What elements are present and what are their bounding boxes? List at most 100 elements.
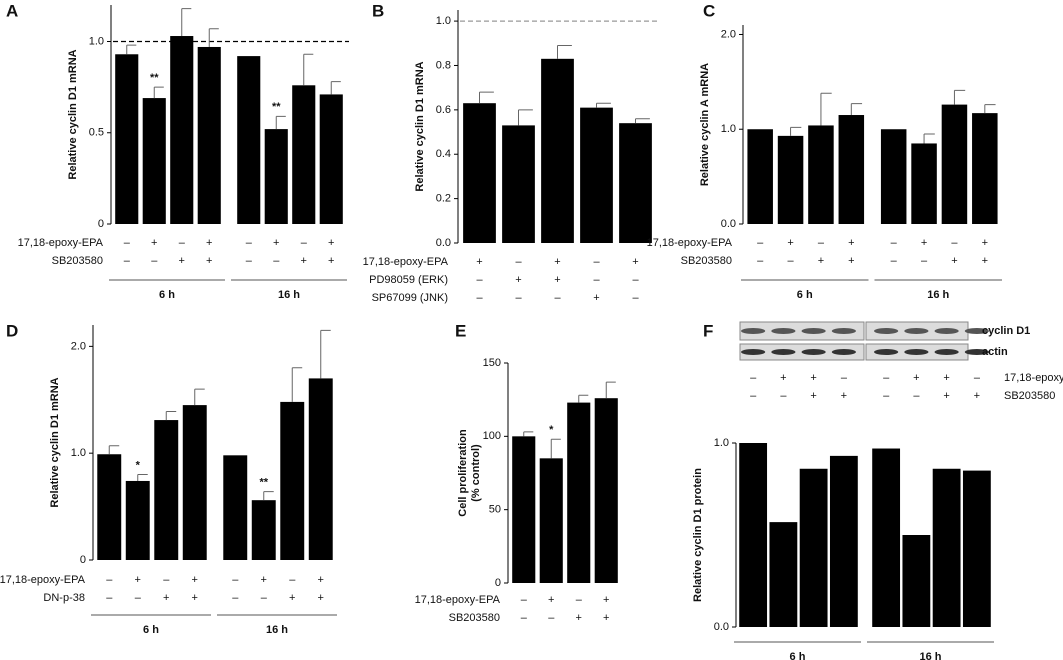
y-tick-label: 0.4 xyxy=(436,148,451,160)
treatment-sign: + xyxy=(943,372,949,384)
blot-band xyxy=(771,349,796,355)
bar xyxy=(182,405,207,560)
treatment-sign: – xyxy=(951,237,958,249)
treatment-sign: – xyxy=(818,237,825,249)
treatment-sign: – xyxy=(891,255,898,267)
bar xyxy=(154,420,179,560)
treatment-sign: – xyxy=(576,594,583,606)
treatment-sign: – xyxy=(106,592,113,604)
bar xyxy=(97,454,122,560)
y-tick-label: 0.0 xyxy=(721,218,736,230)
treatment-sign: – xyxy=(261,592,268,604)
bar xyxy=(838,115,865,224)
bar xyxy=(142,98,166,224)
significance: * xyxy=(136,459,141,471)
y-axis-label: Relative cyclin D1 protein xyxy=(692,468,704,602)
error-bar xyxy=(303,53,314,86)
bar xyxy=(197,46,221,224)
y-tick-label: 1.0 xyxy=(71,447,86,459)
treatment-sign: + xyxy=(848,255,854,267)
bar xyxy=(739,443,768,627)
y-tick-label: 2.0 xyxy=(71,340,86,352)
treatment-sign: – xyxy=(124,237,131,249)
treatment-sign: – xyxy=(273,255,280,267)
treatment-sign: – xyxy=(301,237,308,249)
treatment-sign: – xyxy=(750,372,757,384)
y-axis-label: Relative cyclin D1 mRNA xyxy=(67,49,79,179)
blot-band xyxy=(801,349,826,355)
bar xyxy=(251,500,276,560)
treatment-sign: + xyxy=(328,255,334,267)
treatment-sign: + xyxy=(206,255,212,267)
bar xyxy=(880,129,907,224)
blot-band xyxy=(964,328,989,334)
treatment-sign: + xyxy=(318,592,324,604)
treatment-sign: – xyxy=(780,390,787,402)
treatment-sign: – xyxy=(232,592,239,604)
error-bar xyxy=(263,491,274,501)
group-label: 6 h xyxy=(159,289,175,301)
blot-band xyxy=(904,328,929,334)
treatment-sign: + xyxy=(476,256,482,268)
error-bar xyxy=(984,104,996,114)
treatment-sign: – xyxy=(841,372,848,384)
treatment-sign: – xyxy=(521,594,528,606)
treatment-sign: – xyxy=(521,612,528,624)
y-tick-label: 1.0 xyxy=(89,35,104,47)
error-bar xyxy=(790,126,802,136)
bar xyxy=(799,468,828,627)
y-tick-label: 100 xyxy=(483,430,501,442)
blot-band xyxy=(964,349,989,355)
y-tick-label: 2.0 xyxy=(721,28,736,40)
error-bar xyxy=(850,103,863,116)
treatment-sign: – xyxy=(757,255,764,267)
treatment-sign: + xyxy=(841,390,847,402)
bar xyxy=(319,94,343,224)
treatment-sign: + xyxy=(206,237,212,249)
bar xyxy=(512,436,536,583)
treatment-sign: – xyxy=(106,574,113,586)
error-bar xyxy=(208,28,219,47)
treatment-sign: + xyxy=(301,255,307,267)
treatment-sign: – xyxy=(757,237,764,249)
treatment-sign: – xyxy=(554,292,561,304)
panel-letter: A xyxy=(6,1,18,20)
treatment-name: SP67099 (JNK) xyxy=(372,292,448,304)
treatment-sign: – xyxy=(632,274,639,286)
treatment-sign: – xyxy=(593,274,600,286)
treatment-sign: – xyxy=(246,237,253,249)
bar xyxy=(463,103,496,243)
treatment-sign: + xyxy=(780,372,786,384)
y-tick-label: 50 xyxy=(489,504,501,516)
bar xyxy=(902,535,931,627)
treatment-sign: + xyxy=(943,390,949,402)
blot-band xyxy=(874,328,899,334)
treatment-name: SB203580 xyxy=(449,612,500,624)
treatment-sign: + xyxy=(787,237,793,249)
blot-label: cyclin D1 xyxy=(982,325,1030,337)
treatment-sign: + xyxy=(289,592,295,604)
blot-band xyxy=(801,328,826,334)
blot-band xyxy=(934,328,959,334)
y-tick-label: 0 xyxy=(98,218,104,230)
treatment-sign: + xyxy=(982,255,988,267)
bar xyxy=(872,448,901,627)
bar xyxy=(502,125,535,243)
error-bar xyxy=(126,44,137,55)
treatment-sign: – xyxy=(476,274,483,286)
blot-band xyxy=(934,349,959,355)
y-axis-label: Relative cyclin D1 mRNA xyxy=(49,377,61,507)
bar xyxy=(972,113,998,224)
significance: ** xyxy=(259,477,268,489)
treatment-sign: – xyxy=(921,255,928,267)
error-bar xyxy=(153,86,164,99)
treatment-name: 17,18-epoxy-EPA xyxy=(415,594,501,606)
bar xyxy=(941,104,968,224)
treatment-sign: + xyxy=(179,255,185,267)
treatment-sign: – xyxy=(974,372,981,384)
blot-band xyxy=(831,349,856,355)
y-axis-label: Relative cyclin A mRNA xyxy=(699,63,711,186)
error-bar xyxy=(518,109,533,126)
bar xyxy=(808,125,834,224)
bar xyxy=(747,129,773,224)
